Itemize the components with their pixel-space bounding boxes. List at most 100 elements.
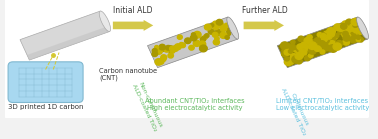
Circle shape	[319, 41, 325, 47]
Circle shape	[342, 23, 349, 30]
Circle shape	[179, 43, 184, 47]
Text: Continuous
ALD-coated TiO₂: Continuous ALD-coated TiO₂	[280, 85, 312, 136]
Circle shape	[280, 42, 289, 49]
Circle shape	[314, 38, 321, 44]
Circle shape	[304, 45, 310, 50]
Circle shape	[217, 22, 223, 27]
Circle shape	[216, 19, 223, 25]
Text: Abundant CNT/TiO₂ interfaces: Abundant CNT/TiO₂ interfaces	[145, 98, 245, 104]
Circle shape	[168, 53, 174, 58]
Text: Low electrocatalytic activity: Low electrocatalytic activity	[276, 105, 369, 111]
Circle shape	[155, 48, 163, 54]
Circle shape	[296, 58, 302, 64]
Circle shape	[353, 27, 360, 33]
Circle shape	[304, 44, 311, 50]
Circle shape	[326, 34, 332, 39]
Circle shape	[320, 35, 327, 41]
Circle shape	[322, 44, 330, 51]
Text: Further ALD: Further ALD	[242, 6, 288, 15]
Circle shape	[202, 46, 207, 50]
Circle shape	[334, 24, 341, 30]
Circle shape	[353, 20, 358, 24]
Circle shape	[203, 35, 208, 39]
Circle shape	[155, 46, 159, 49]
Circle shape	[193, 40, 200, 46]
Circle shape	[291, 40, 295, 44]
Circle shape	[308, 47, 316, 54]
Circle shape	[341, 24, 346, 29]
Circle shape	[297, 53, 304, 58]
Text: Non-continuous
ALD-coated TiO₂: Non-continuous ALD-coated TiO₂	[132, 80, 163, 132]
Circle shape	[344, 37, 349, 41]
Circle shape	[167, 46, 174, 52]
Circle shape	[284, 58, 293, 66]
Circle shape	[350, 23, 358, 31]
Circle shape	[355, 36, 359, 39]
Circle shape	[321, 37, 329, 44]
Circle shape	[215, 37, 219, 41]
Circle shape	[302, 40, 309, 46]
Circle shape	[191, 35, 197, 41]
Circle shape	[215, 29, 222, 36]
Circle shape	[226, 28, 232, 33]
Circle shape	[299, 46, 304, 51]
Circle shape	[299, 49, 304, 53]
Circle shape	[226, 32, 231, 35]
Circle shape	[288, 59, 292, 62]
Circle shape	[341, 25, 349, 32]
Circle shape	[285, 57, 289, 61]
Circle shape	[344, 28, 352, 35]
Circle shape	[325, 32, 332, 39]
Circle shape	[297, 44, 304, 50]
Circle shape	[342, 21, 349, 27]
Circle shape	[353, 23, 358, 27]
Circle shape	[288, 44, 296, 50]
Circle shape	[343, 31, 348, 36]
Circle shape	[338, 29, 344, 34]
Circle shape	[298, 36, 304, 42]
Circle shape	[194, 31, 201, 38]
Circle shape	[356, 38, 360, 42]
Circle shape	[353, 28, 357, 32]
Circle shape	[328, 32, 335, 37]
Circle shape	[348, 23, 353, 28]
Circle shape	[301, 50, 307, 55]
Circle shape	[292, 56, 300, 63]
Circle shape	[218, 23, 224, 28]
Circle shape	[152, 52, 158, 57]
Circle shape	[296, 45, 305, 53]
FancyArrow shape	[113, 20, 153, 31]
Circle shape	[330, 37, 336, 42]
Circle shape	[225, 36, 229, 39]
Circle shape	[329, 45, 338, 52]
Circle shape	[350, 32, 356, 37]
Circle shape	[288, 60, 294, 64]
Circle shape	[320, 34, 326, 39]
Circle shape	[307, 35, 312, 39]
Text: Limited CNT/TiO₂ interfaces: Limited CNT/TiO₂ interfaces	[276, 98, 369, 104]
Ellipse shape	[99, 11, 111, 32]
Circle shape	[342, 32, 348, 38]
Polygon shape	[277, 17, 367, 68]
Circle shape	[212, 21, 218, 26]
Circle shape	[212, 32, 218, 37]
Circle shape	[152, 49, 157, 53]
FancyArrow shape	[243, 22, 273, 29]
Circle shape	[358, 38, 363, 42]
Circle shape	[282, 48, 287, 53]
Circle shape	[164, 47, 169, 52]
Circle shape	[204, 24, 211, 30]
Circle shape	[220, 26, 227, 32]
Circle shape	[337, 24, 345, 31]
Circle shape	[212, 24, 219, 29]
Circle shape	[304, 37, 312, 44]
Circle shape	[333, 43, 341, 50]
Polygon shape	[20, 11, 110, 60]
Circle shape	[301, 42, 307, 48]
Circle shape	[318, 45, 324, 50]
Circle shape	[290, 57, 296, 62]
Circle shape	[314, 46, 321, 51]
Circle shape	[189, 45, 194, 50]
Circle shape	[328, 41, 336, 48]
Circle shape	[204, 34, 209, 38]
